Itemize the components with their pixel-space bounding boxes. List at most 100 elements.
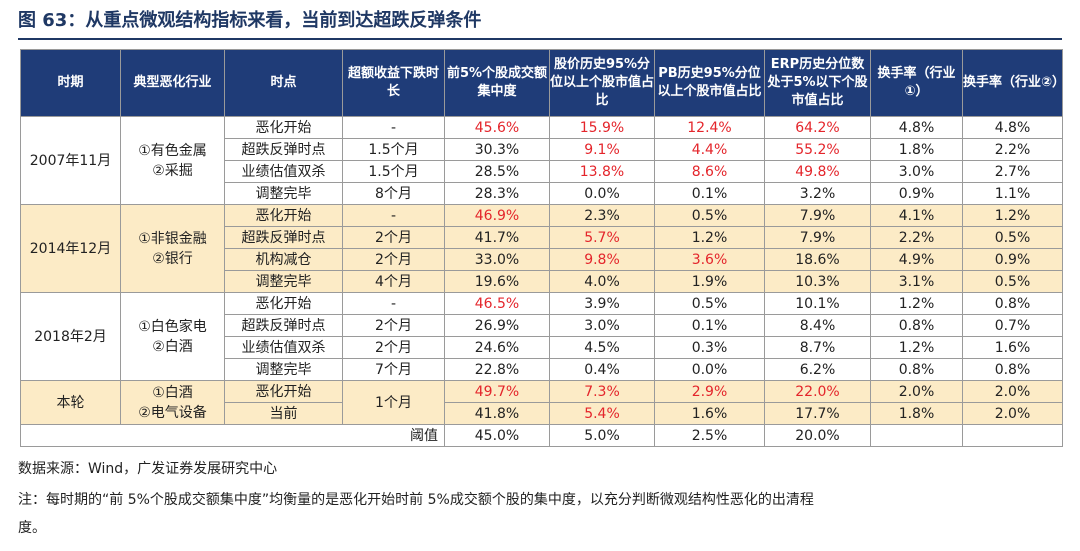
col-header-pb95: PB历史95%分位以上个股市值占比 <box>654 49 765 117</box>
pb95-cell: 0.5% <box>654 292 765 315</box>
turnover2-cell: 2.7% <box>962 160 1063 183</box>
period-cell: 2007年11月 <box>20 116 121 205</box>
duration-cell: 2个月 <box>342 336 445 359</box>
point-cell: 恶化开始 <box>224 292 343 315</box>
price95-cell: 5.7% <box>549 226 655 249</box>
erp-cell: 49.8% <box>764 160 871 183</box>
duration-cell: - <box>342 292 445 315</box>
point-cell: 当前 <box>224 402 343 425</box>
concentration-cell: 28.5% <box>444 160 550 183</box>
table-row: 调整完毕 7个月 22.8% 0.4% 0.0% 6.2% 0.8% 0.8% <box>21 358 1063 381</box>
industry-1: ①非银金融 <box>138 230 207 247</box>
pb95-cell: 1.2% <box>654 226 765 249</box>
concentration-cell: 46.5% <box>444 292 550 315</box>
pb95-cell: 4.4% <box>654 138 765 161</box>
turnover1-cell: 1.2% <box>870 336 963 359</box>
concentration-cell: 22.8% <box>444 358 550 381</box>
concentration-cell: 28.3% <box>444 182 550 205</box>
turnover2-cell: 0.5% <box>962 226 1063 249</box>
table-row: 超跌反弹时点 1.5个月 30.3% 9.1% 4.4% 55.2% 1.8% … <box>21 138 1063 161</box>
header-row: 时期 典型恶化行业 时点 超额收益下跌时长 前5%个股成交额集中度 股价历史95… <box>20 49 1063 117</box>
point-cell: 业绩估值双杀 <box>224 336 343 359</box>
erp-cell: 8.7% <box>764 336 871 359</box>
industry-2: ②白酒 <box>152 338 193 355</box>
concentration-cell: 24.6% <box>444 336 550 359</box>
col-header-industry: 典型恶化行业 <box>120 49 225 117</box>
erp-cell: 3.2% <box>764 182 871 205</box>
duration-cell: 1.5个月 <box>342 138 445 161</box>
col-header-point: 时点 <box>224 49 343 117</box>
table-row: 当前 41.8% 5.4% 1.6% 17.7% 1.8% 2.0% <box>21 402 1063 425</box>
threshold-turnover1 <box>870 424 963 447</box>
industry-cell: ①白色家电 ②白酒 <box>120 292 225 381</box>
turnover2-cell: 1.1% <box>962 182 1063 205</box>
period-cell: 2018年2月 <box>20 292 121 381</box>
erp-cell: 10.3% <box>764 270 871 293</box>
duration-cell: - <box>342 204 445 227</box>
turnover1-cell: 3.1% <box>870 270 963 293</box>
duration-cell: 2个月 <box>342 226 445 249</box>
col-header-price95: 股价历史95%分位以上个股市值占比 <box>549 49 655 117</box>
turnover2-cell: 0.5% <box>962 270 1063 293</box>
pb95-cell: 3.6% <box>654 248 765 271</box>
table-row: 本轮 ①白酒 ②电气设备 恶化开始 1个月 49.7% 7.3% 2.9% 22.… <box>20 380 1063 425</box>
turnover1-cell: 2.0% <box>870 380 963 403</box>
duration-cell: 8个月 <box>342 182 445 205</box>
table-row: 超跌反弹时点 2个月 26.9% 3.0% 0.1% 8.4% 0.8% 0.7… <box>21 314 1063 337</box>
threshold-concentration: 45.0% <box>444 424 550 447</box>
col-header-erp: ERP历史分位数处于5%以下个股市值占比 <box>764 49 871 117</box>
point-cell: 业绩估值双杀 <box>224 160 343 183</box>
industry-1: ①白酒 <box>152 384 193 401</box>
threshold-row: 阈值 45.0% 5.0% 2.5% 20.0% <box>20 424 1063 447</box>
industry-2: ②银行 <box>152 250 193 267</box>
threshold-price95: 5.0% <box>549 424 655 447</box>
erp-cell: 55.2% <box>764 138 871 161</box>
threshold-label: 阈值 <box>20 424 445 447</box>
pb95-cell: 1.9% <box>654 270 765 293</box>
point-cell: 超跌反弹时点 <box>224 226 343 249</box>
point-cell: 恶化开始 <box>224 116 343 139</box>
price95-cell: 9.8% <box>549 248 655 271</box>
turnover1-cell: 2.2% <box>870 226 963 249</box>
concentration-cell: 49.7% <box>444 380 550 403</box>
erp-cell: 8.4% <box>764 314 871 337</box>
price95-cell: 13.8% <box>549 160 655 183</box>
industry-2: ②电气设备 <box>138 404 207 421</box>
point-cell: 超跌反弹时点 <box>224 314 343 337</box>
duration-cell: 4个月 <box>342 270 445 293</box>
table-row: 2018年2月 ①白色家电 ②白酒 恶化开始 - 46.5% 3.9% 0.5% … <box>20 292 1063 381</box>
point-cell: 恶化开始 <box>224 380 343 403</box>
industry-1: ①有色金属 <box>138 142 207 159</box>
duration-cell: 7个月 <box>342 358 445 381</box>
erp-cell: 64.2% <box>764 116 871 139</box>
price95-cell: 2.3% <box>549 204 655 227</box>
price95-cell: 3.9% <box>549 292 655 315</box>
turnover1-cell: 4.9% <box>870 248 963 271</box>
title-divider <box>18 38 1062 40</box>
industry-1: ①白色家电 <box>138 318 207 335</box>
data-table: 时期 典型恶化行业 时点 超额收益下跌时长 前5%个股成交额集中度 股价历史95… <box>20 49 1063 447</box>
col-header-duration: 超额收益下跌时长 <box>342 49 445 117</box>
price95-cell: 0.0% <box>549 182 655 205</box>
turnover1-cell: 1.8% <box>870 402 963 425</box>
table-row: 2014年12月 ①非银金融 ②银行 恶化开始 - 46.9% 2.3% 0.5%… <box>20 204 1063 293</box>
figure-title: 图 63：从重点微观结构指标来看，当前到达超跌反弹条件 <box>18 10 482 31</box>
footnote-line2: 度。 <box>18 520 46 536</box>
turnover2-cell: 0.7% <box>962 314 1063 337</box>
turnover2-cell: 2.0% <box>962 380 1063 403</box>
erp-cell: 10.1% <box>764 292 871 315</box>
industry-cell: ①非银金融 ②银行 <box>120 204 225 293</box>
table-row: 业绩估值双杀 2个月 24.6% 4.5% 0.3% 8.7% 1.2% 1.6… <box>21 336 1063 359</box>
threshold-erp: 20.0% <box>764 424 871 447</box>
point-cell: 恶化开始 <box>224 204 343 227</box>
turnover2-cell: 1.6% <box>962 336 1063 359</box>
pb95-cell: 0.0% <box>654 358 765 381</box>
price95-cell: 7.3% <box>549 380 655 403</box>
industry-2: ②采掘 <box>152 162 193 179</box>
turnover1-cell: 4.8% <box>870 116 963 139</box>
footnote-line1: 注：每时期的“前 5%个股成交额集中度”均衡量的是恶化开始时前 5%成交额个股的… <box>18 492 814 508</box>
col-header-turnover2: 换手率（行业②） <box>962 49 1063 117</box>
col-header-period: 时期 <box>20 49 121 117</box>
col-header-concentration: 前5%个股成交额集中度 <box>444 49 550 117</box>
pb95-cell: 0.1% <box>654 314 765 337</box>
